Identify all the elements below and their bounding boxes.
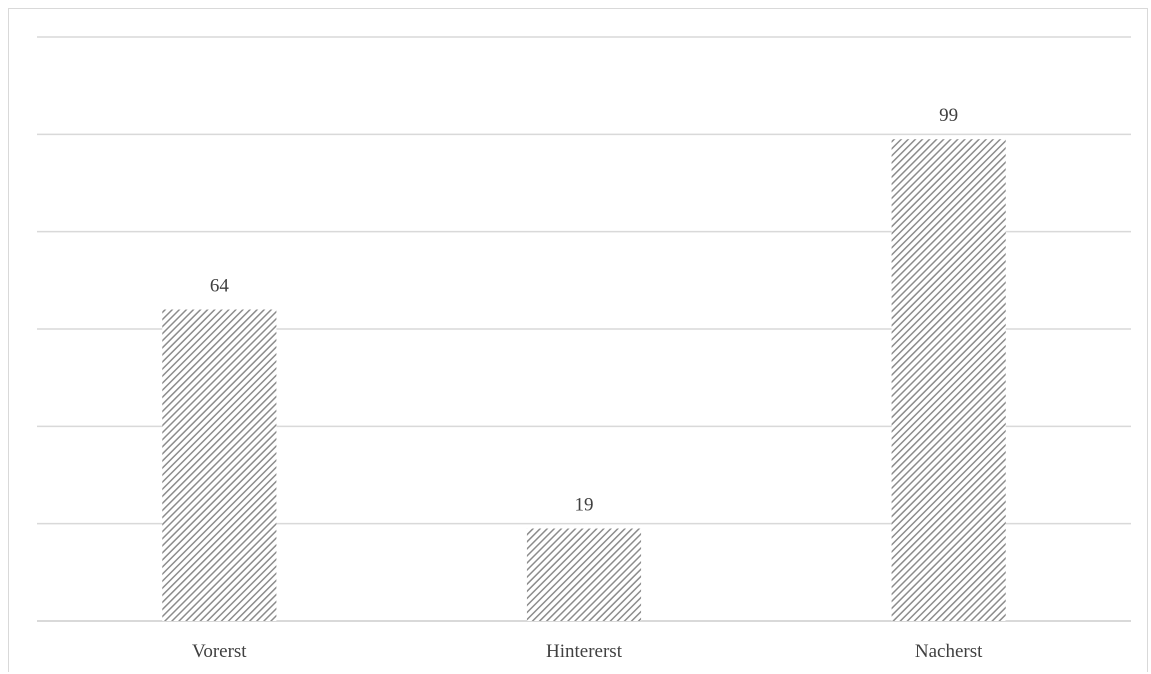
x-axis-tick-labels: Vorerst Hintererst Nacherst <box>192 641 983 662</box>
chart-frame <box>8 8 1148 672</box>
bar-hintererst <box>526 528 642 621</box>
data-label-nacherst: 99 <box>939 105 958 126</box>
data-label-vorerst: 64 <box>210 276 230 297</box>
x-tick-label-hintererst: Hintererst <box>546 641 623 662</box>
bar-nacherst <box>891 139 1006 621</box>
data-label-hintererst: 19 <box>575 495 594 516</box>
data-labels: 64 19 99 <box>210 105 958 515</box>
x-tick-label-vorerst: Vorerst <box>192 641 247 662</box>
bars <box>162 139 1006 621</box>
bar-vorerst <box>162 309 277 621</box>
x-tick-label-nacherst: Nacherst <box>915 641 983 662</box>
